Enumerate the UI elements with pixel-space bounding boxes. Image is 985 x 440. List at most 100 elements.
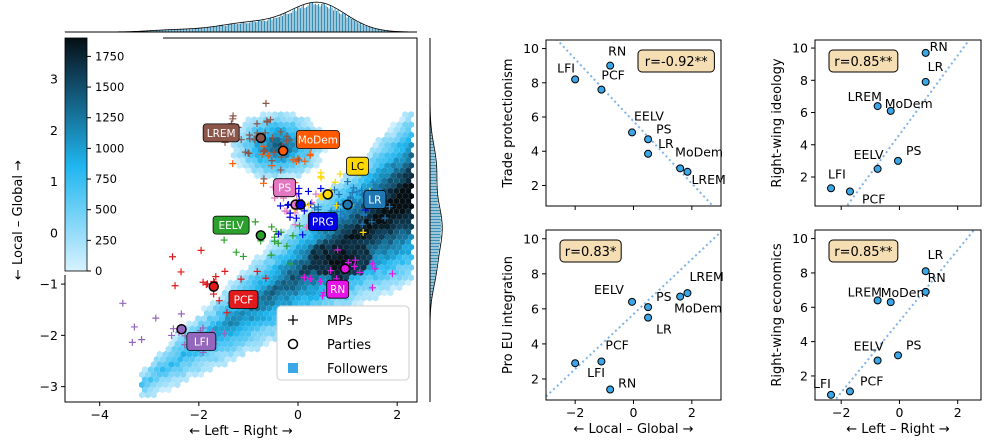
- follower-hexbin: [304, 238, 311, 246]
- follower-hexbin: [334, 269, 341, 276]
- mp-marker: [277, 128, 285, 136]
- follower-hexbin: [408, 274, 414, 282]
- mp-marker: [350, 184, 358, 192]
- follower-hexbin: [328, 248, 335, 256]
- main-y-tick-label: 2: [50, 123, 58, 138]
- follower-hexbin: [280, 269, 287, 276]
- follower-hexbin: [337, 182, 343, 190]
- follower-hexbin: [204, 320, 210, 327]
- mp-marker: [262, 99, 270, 107]
- follower-hexbin: [325, 233, 332, 241]
- follower-hexbin: [283, 121, 290, 129]
- follower-hexbin: [393, 279, 400, 287]
- follower-hexbin: [396, 264, 403, 271]
- follower-hexbin: [272, 111, 278, 118]
- follower-hexbin: [286, 248, 293, 256]
- follower-hexbin: [301, 264, 308, 271]
- follower-hexbin: [405, 218, 412, 225]
- follower-hexbin: [162, 381, 169, 389]
- follower-hexbin: [289, 151, 296, 159]
- data-point: [873, 296, 882, 305]
- data-point: [644, 149, 653, 158]
- follower-hexbin: [378, 141, 385, 149]
- follower-hexbin: [171, 355, 178, 363]
- legend-mp-marker: [288, 315, 298, 325]
- data-point: [606, 61, 615, 70]
- party-marker: [208, 281, 219, 292]
- party-marker: [255, 230, 267, 241]
- follower-hexbin: [174, 340, 181, 348]
- mp-marker: [260, 175, 268, 183]
- follower-hexbin: [251, 330, 258, 338]
- mp-marker: [138, 336, 146, 344]
- follower-hexbin: [408, 162, 414, 169]
- follower-hexbin: [248, 335, 255, 343]
- follower-hexbin: [186, 361, 193, 368]
- follower-hexbin: [283, 253, 290, 261]
- colorbar-tick-label: 1250: [95, 111, 124, 125]
- follower-hexbin: [186, 371, 193, 378]
- follower-hexbin: [384, 172, 391, 180]
- follower-hexbin: [239, 320, 246, 327]
- mp-marker: [119, 299, 127, 307]
- follower-hexbin: [408, 233, 414, 241]
- follower-hexbin: [343, 223, 349, 231]
- follower-hexbin: [337, 243, 343, 251]
- follower-hexbin: [399, 259, 406, 266]
- follower-hexbin: [230, 355, 237, 363]
- follower-hexbin: [399, 136, 406, 144]
- mp-marker: [385, 203, 393, 211]
- party-label: MoDem: [298, 135, 338, 147]
- follower-hexbin: [366, 274, 373, 282]
- follower-hexbin: [269, 238, 275, 246]
- follower-hexbin: [408, 182, 414, 190]
- panel-y-tick-label: 6: [800, 105, 808, 120]
- follower-hexbin: [168, 361, 175, 368]
- follower-hexbin: [396, 182, 403, 190]
- mp-marker: [253, 120, 261, 128]
- follower-hexbin: [375, 208, 382, 215]
- follower-hexbin: [375, 136, 382, 144]
- follower-hexbin: [248, 264, 255, 271]
- follower-hexbin: [201, 304, 207, 312]
- follower-hexbin: [245, 116, 252, 123]
- follower-hexbin: [210, 320, 216, 327]
- follower-hexbin: [310, 299, 317, 307]
- mp-marker: [152, 314, 160, 322]
- follower-hexbin: [328, 259, 335, 266]
- legend-party-marker: [287, 338, 299, 350]
- follower-hexbin: [375, 238, 382, 246]
- follower-hexbin: [360, 294, 367, 302]
- follower-hexbin: [381, 136, 388, 144]
- follower-hexbin: [307, 264, 314, 271]
- follower-hexbin: [357, 248, 364, 256]
- follower-hexbin: [390, 233, 397, 241]
- mp-marker: [295, 156, 303, 164]
- follower-hexbin: [360, 264, 367, 271]
- follower-hexbin: [346, 238, 352, 246]
- follower-hexbin: [272, 172, 278, 180]
- follower-hexbin: [399, 167, 406, 174]
- follower-hexbin: [218, 294, 225, 302]
- follower-hexbin: [402, 213, 409, 220]
- follower-hexbin: [396, 202, 403, 210]
- follower-hexbin: [156, 371, 163, 378]
- mp-marker: [320, 289, 328, 297]
- follower-hexbin: [239, 310, 246, 317]
- follower-hexbin: [275, 116, 281, 123]
- follower-hexbin: [292, 289, 299, 297]
- follower-hexbin: [363, 218, 370, 225]
- follower-hexbin: [210, 361, 216, 368]
- mp-marker: [360, 210, 368, 218]
- main-x-axis-label: ← Left – Right →: [189, 424, 293, 439]
- panel-y-tick-label: 4: [800, 137, 808, 152]
- mp-marker: [286, 260, 294, 268]
- follower-hexbin: [349, 243, 355, 251]
- follower-hexbin: [369, 228, 376, 236]
- follower-hexbin: [286, 116, 293, 123]
- follower-hexbin: [141, 386, 148, 394]
- follower-hexbin: [304, 289, 311, 297]
- follower-hexbin: [283, 284, 290, 292]
- follower-hexbin: [399, 157, 406, 164]
- follower-hexbin: [313, 233, 320, 241]
